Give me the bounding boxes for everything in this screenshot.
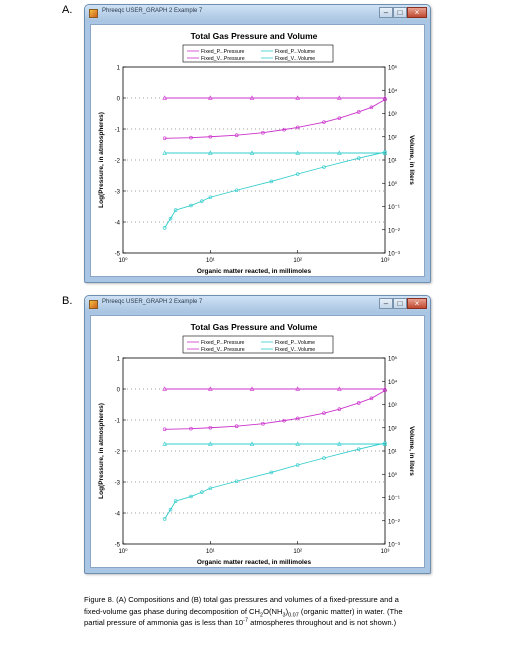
y-tick-label: 1	[117, 66, 121, 72]
legend-label: Fixed_P...Volume	[275, 49, 315, 55]
caption-text: atmospheres throughout and is not shown.…	[248, 618, 396, 627]
x-tick-label: 10⁰	[118, 257, 128, 264]
graph-window-a[interactable]: Phreeqc USER_GRAPH 2 Example 7 – □ × Tot…	[84, 4, 431, 283]
y2-tick-label: 10⁻³	[388, 252, 400, 258]
legend-label: Fixed_P...Pressure	[201, 340, 245, 346]
y-axis-label: Log(Pressure, in atmospheres)	[98, 112, 105, 208]
y-tick-label: -4	[115, 512, 121, 518]
plot-frame	[123, 67, 385, 253]
y2-tick-label: 10¹	[388, 450, 397, 456]
window-title: Phreeqc USER_GRAPH 2 Example 7	[102, 299, 202, 305]
series-line	[165, 100, 385, 139]
y-tick-label: -2	[115, 159, 121, 165]
legend-label: Fixed_V...Volume	[275, 56, 315, 62]
y-tick-label: -1	[115, 419, 121, 425]
y2-tick-label: 10⁴	[388, 88, 398, 95]
app-icon	[89, 300, 98, 309]
window-titlebar[interactable]: Phreeqc USER_GRAPH 2 Example 7 – □ ×	[85, 5, 430, 22]
x-tick-label: 10⁰	[118, 548, 128, 555]
x-tick-label: 10²	[293, 549, 302, 555]
y2-tick-label: 10⁻³	[388, 543, 400, 549]
y2-tick-label: 10²	[388, 135, 397, 141]
series-line	[165, 152, 385, 228]
y2-tick-label: 10⁵	[388, 65, 398, 72]
y-tick-label: 0	[117, 388, 121, 394]
y-tick-label: -1	[115, 128, 121, 134]
panel-label-a: A.	[62, 4, 72, 16]
y-tick-label: 0	[117, 97, 121, 103]
y2-tick-label: 10⁻¹	[388, 496, 400, 502]
chart-title: Total Gas Pressure and Volume	[191, 322, 318, 332]
y-tick-label: -3	[115, 481, 121, 487]
y2-tick-label: 10³	[388, 403, 397, 409]
plot-frame	[123, 358, 385, 544]
app-icon	[89, 9, 98, 18]
gas-pressure-volume-chart[interactable]: Total Gas Pressure and Volume Fixed_P...P…	[91, 25, 426, 278]
y2-tick-label: 10²	[388, 426, 397, 432]
chart-title: Total Gas Pressure and Volume	[191, 31, 318, 41]
y2-tick-label: 10⁵	[388, 356, 398, 363]
y-tick-label: -5	[115, 543, 121, 549]
graph-area[interactable]: Total Gas Pressure and Volume Fixed_P...P…	[90, 24, 425, 277]
series-line	[165, 443, 385, 519]
legend-label: Fixed_V...Pressure	[201, 347, 245, 353]
legend-label: Fixed_V...Volume	[275, 347, 315, 353]
y-tick-label: -5	[115, 252, 121, 258]
minimize-button[interactable]: –	[379, 298, 393, 309]
series-line	[165, 391, 385, 430]
y-tick-label: 1	[117, 357, 121, 363]
y2-tick-label: 10⁰	[388, 472, 398, 479]
caption-text: O(NH	[263, 607, 282, 616]
window-titlebar[interactable]: Phreeqc USER_GRAPH 2 Example 7 – □ ×	[85, 296, 430, 313]
y2-axis-label: Volume, in liters	[408, 135, 415, 185]
legend-label: Fixed_P...Pressure	[201, 49, 245, 55]
y-tick-label: -2	[115, 450, 121, 456]
y2-tick-label: 10⁻¹	[388, 205, 400, 211]
x-tick-label: 10¹	[206, 549, 215, 555]
minimize-button[interactable]: –	[379, 7, 393, 18]
legend-label: Fixed_P...Volume	[275, 340, 315, 346]
y-tick-label: -4	[115, 221, 121, 227]
y-axis-label: Log(Pressure, in atmospheres)	[98, 403, 105, 499]
y2-tick-label: 10⁻²	[388, 228, 400, 234]
maximize-button[interactable]: □	[393, 7, 407, 18]
x-tick-label: 10³	[381, 258, 390, 264]
window-title: Phreeqc USER_GRAPH 2 Example 7	[102, 8, 202, 14]
maximize-button[interactable]: □	[393, 298, 407, 309]
series-point	[163, 226, 166, 229]
y2-tick-label: 10⁴	[388, 379, 398, 386]
figure-caption: Figure 8. (A) Compositions and (B) total…	[84, 594, 414, 629]
series-point	[163, 517, 166, 520]
y2-axis-label: Volume, in liters	[408, 426, 415, 476]
y2-tick-label: 10⁻²	[388, 519, 400, 525]
x-tick-label: 10³	[381, 549, 390, 555]
gas-pressure-volume-chart[interactable]: Total Gas Pressure and Volume Fixed_P...P…	[91, 316, 426, 569]
graph-window-b[interactable]: Phreeqc USER_GRAPH 2 Example 7 – □ × Tot…	[84, 295, 431, 574]
y2-tick-label: 10¹	[388, 159, 397, 165]
y-tick-label: -3	[115, 190, 121, 196]
y2-tick-label: 10³	[388, 112, 397, 118]
x-axis-label: Organic matter reacted, in millimoles	[197, 268, 312, 275]
x-tick-label: 10²	[293, 258, 302, 264]
close-button[interactable]: ×	[407, 7, 427, 18]
x-axis-label: Organic matter reacted, in millimoles	[197, 559, 312, 566]
y2-tick-label: 10⁰	[388, 181, 398, 188]
close-button[interactable]: ×	[407, 298, 427, 309]
graph-area[interactable]: Total Gas Pressure and Volume Fixed_P...P…	[90, 315, 425, 568]
legend-label: Fixed_V...Pressure	[201, 56, 245, 62]
x-tick-label: 10¹	[206, 258, 215, 264]
panel-label-b: B.	[62, 295, 72, 307]
